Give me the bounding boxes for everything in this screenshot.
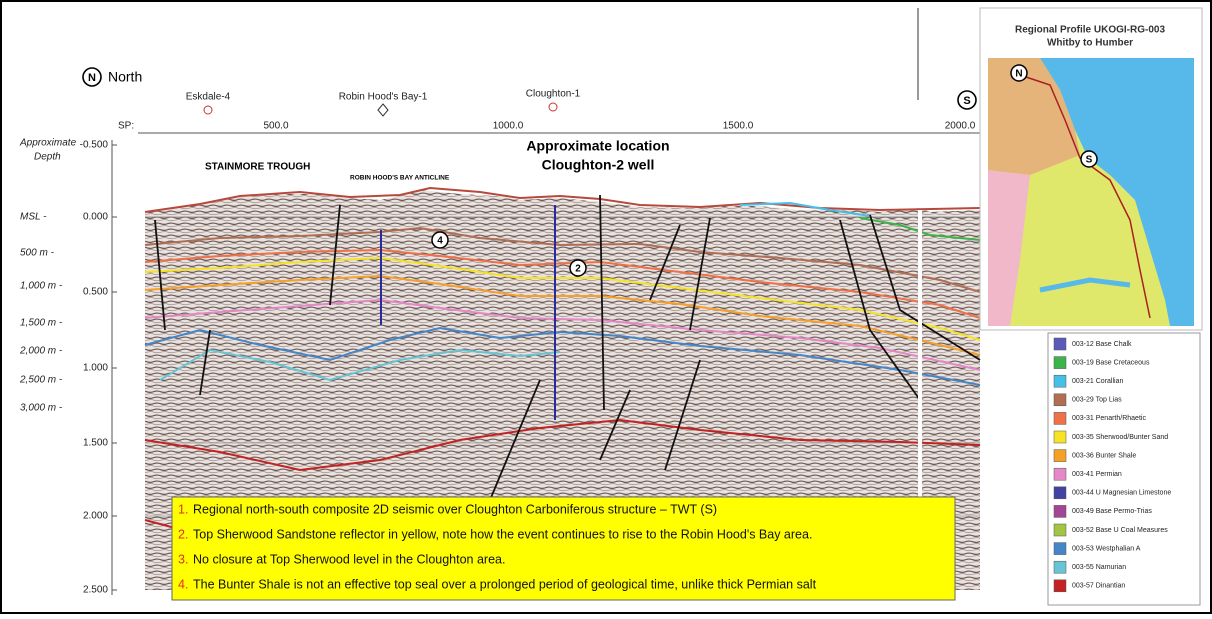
well-label: Robin Hood's Bay-1 — [339, 92, 428, 103]
legend-swatch — [1054, 468, 1066, 480]
callout: Approximate location — [526, 138, 669, 154]
legend-label: 003-31 Penarth/Rhaetic — [1072, 415, 1146, 422]
legend-swatch — [1054, 394, 1066, 406]
time-tick-label: -0.500 — [80, 140, 109, 151]
north-label: North — [108, 69, 142, 85]
legend-swatch — [1054, 375, 1066, 387]
legend-swatch — [1054, 543, 1066, 555]
sp-tick-label: 500.0 — [263, 121, 288, 132]
map-title: Whitby to Humber — [1047, 38, 1133, 49]
region-label: ROBIN HOOD'S BAY ANTICLINE — [350, 175, 450, 182]
sp-label: SP: — [118, 121, 134, 132]
note-number: 1. — [178, 502, 188, 516]
marker-label: 2 — [575, 264, 581, 275]
legend-label: 003-55 Namurian — [1072, 564, 1126, 571]
legend-label: 003-41 Permian — [1072, 471, 1122, 478]
legend-label: 003-57 Dinantian — [1072, 583, 1125, 590]
depth-label: 2,000 m - — [19, 346, 63, 357]
legend-label: 003-21 Corallian — [1072, 378, 1123, 385]
legend-swatch — [1054, 524, 1066, 536]
legend-swatch — [1054, 412, 1066, 424]
sp-tick-label: 1500.0 — [723, 121, 754, 132]
note-text: The Bunter Shale is not an effective top… — [193, 577, 817, 591]
map-title: Regional Profile UKOGI-RG-003 — [1015, 25, 1165, 36]
marker-label: 4 — [437, 236, 443, 247]
figure: N North S Eskdale-4 Robin Hood's Bay-1 C… — [0, 0, 1212, 614]
time-tick-label: 1.500 — [83, 438, 108, 449]
legend-label: 003-35 Sherwood/Bunter Sand — [1072, 434, 1168, 441]
legend-swatch — [1054, 431, 1066, 443]
axis-title: Approximate — [19, 138, 77, 149]
legend-label: 003-19 Base Cretaceous — [1072, 359, 1150, 366]
time-tick-label: 0.000 — [83, 212, 108, 223]
legend-swatch — [1054, 450, 1066, 462]
south-letter: S — [963, 95, 970, 107]
note-number: 3. — [178, 552, 188, 566]
legend-label: 003-29 Top Lias — [1072, 397, 1122, 404]
region-label: STAINMORE TROUGH — [205, 162, 310, 173]
legend-label: 003-53 Westphalian A — [1072, 545, 1141, 552]
sp-tick-label: 1000.0 — [493, 121, 524, 132]
legend-swatch — [1054, 487, 1066, 499]
axis-title: Depth — [34, 152, 61, 163]
north-letter: N — [88, 72, 96, 84]
time-tick-label: 2.000 — [83, 511, 108, 522]
callout: Cloughton-2 well — [542, 157, 655, 173]
legend-label: 003-12 Base Chalk — [1072, 341, 1132, 348]
time-tick-label: 1.000 — [83, 363, 108, 374]
legend-label: 003-44 U Magnesian Limestone — [1072, 490, 1171, 497]
legend-label: 003-52 Base U Coal Measures — [1072, 527, 1168, 534]
legend-label: 003-36 Bunter Shale — [1072, 452, 1136, 459]
depth-label: 500 m - — [20, 248, 55, 259]
note-text: Top Sherwood Sandstone reflector in yell… — [193, 527, 812, 541]
note-number: 2. — [178, 527, 188, 541]
depth-label: MSL - — [20, 212, 47, 223]
depth-label: 1,500 m - — [20, 318, 63, 329]
map-north-letter: N — [1015, 69, 1022, 80]
time-tick-label: 2.500 — [83, 585, 108, 596]
sp-tick-label: 2000.0 — [945, 121, 976, 132]
well-label: Eskdale-4 — [186, 92, 231, 103]
depth-label: 3,000 m - — [20, 403, 63, 414]
legend-label: 003-49 Base Permo-Trias — [1072, 508, 1152, 515]
well-label: Cloughton-1 — [526, 89, 581, 100]
note-text: Regional north-south composite 2D seismi… — [193, 502, 717, 516]
legend-swatch — [1054, 338, 1066, 350]
legend-swatch — [1054, 561, 1066, 573]
note-text: No closure at Top Sherwood level in the … — [193, 552, 505, 566]
depth-label: 2,500 m - — [19, 375, 63, 386]
note-number: 4. — [178, 577, 188, 591]
depth-label: 1,000 m - — [20, 281, 63, 292]
map-south-letter: S — [1086, 155, 1093, 166]
time-tick-label: 0.500 — [83, 287, 108, 298]
legend-swatch — [1054, 505, 1066, 517]
legend-swatch — [1054, 357, 1066, 369]
legend-swatch — [1054, 580, 1066, 592]
